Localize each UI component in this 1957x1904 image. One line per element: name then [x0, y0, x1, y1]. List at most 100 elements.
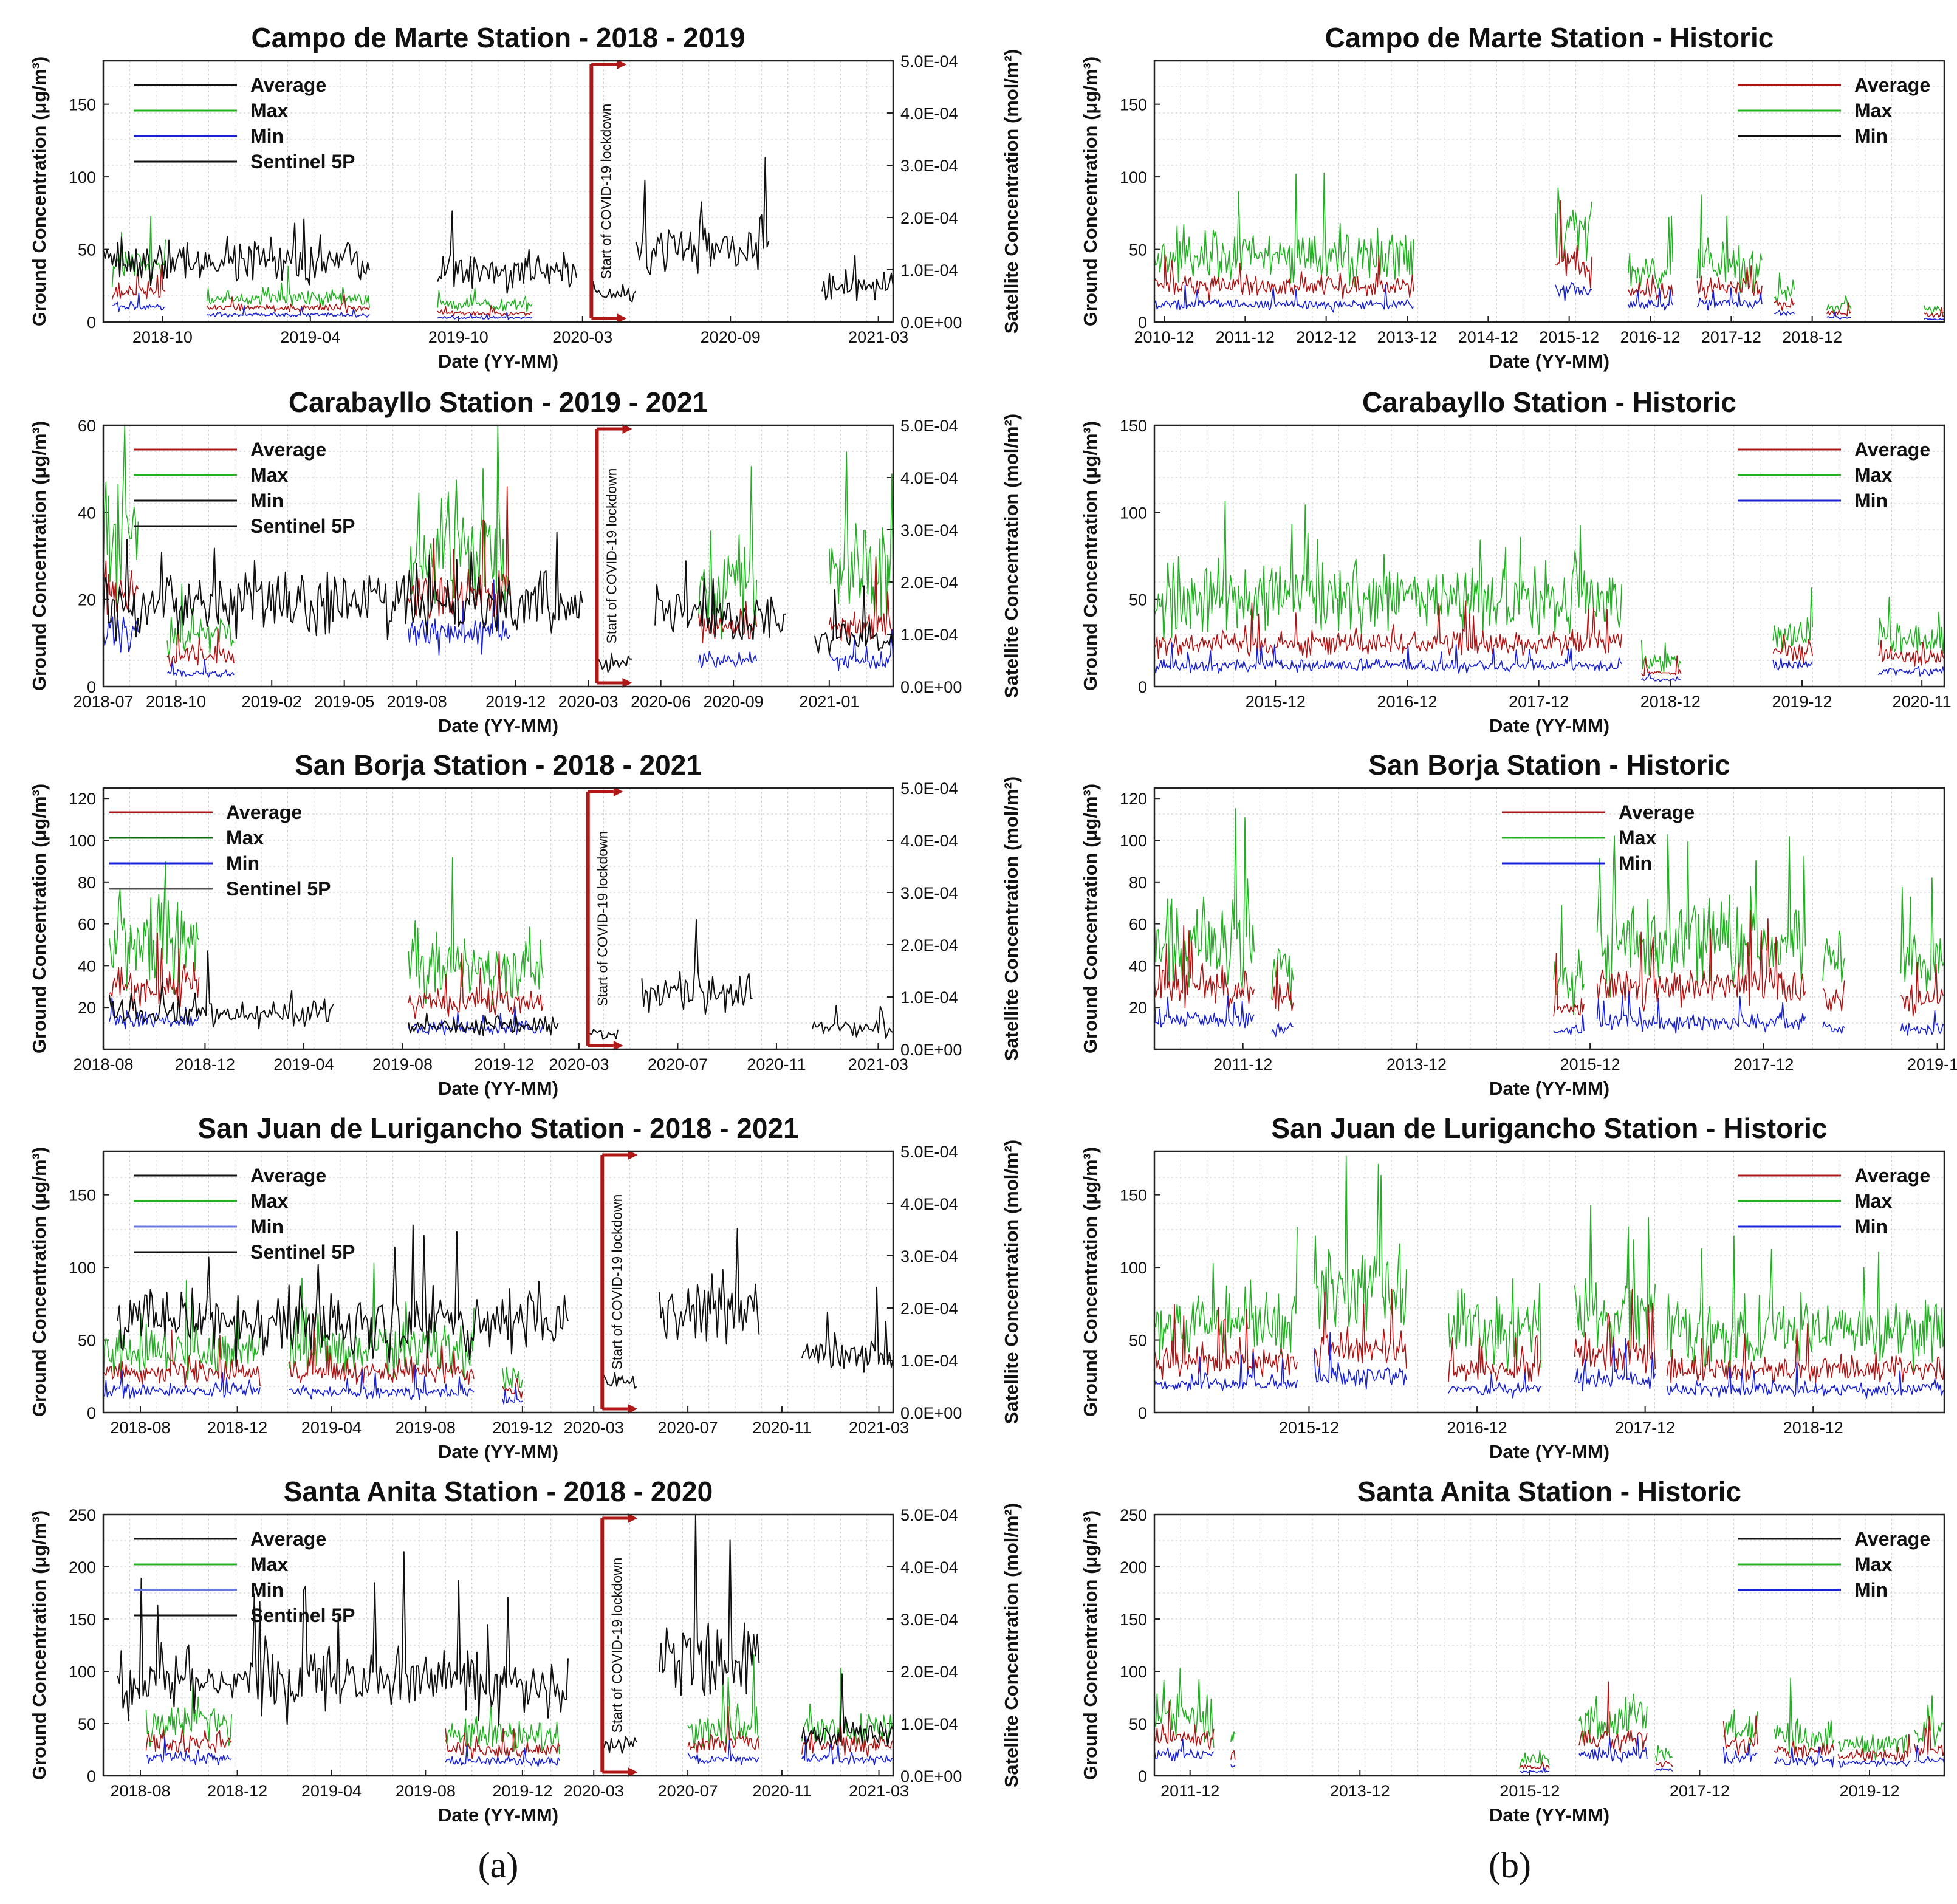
y-tick-label: 120: [1120, 790, 1147, 808]
x-tick-label: 2013-12: [1377, 328, 1437, 346]
series-line: [1666, 1323, 1945, 1383]
series-line: [1553, 905, 1585, 1016]
y2-tick-label: 5.0E-04: [900, 52, 958, 70]
series-line: [1154, 925, 1255, 1009]
y2-axis-label: Satellite Concentration (mol/m²): [1001, 1140, 1022, 1424]
series-line: [1154, 600, 1622, 659]
series-line: [1826, 311, 1852, 320]
lockdown-label: Start of COVID-19 lockdown: [609, 1558, 625, 1733]
x-tick-label: 2017-12: [1670, 1782, 1730, 1800]
x-tick-label: 2015-12: [1499, 1782, 1560, 1800]
y-tick-label: 20: [78, 999, 96, 1017]
series-line: [1772, 657, 1814, 671]
x-tick-label: 2018-12: [207, 1419, 267, 1437]
series-line: [1914, 1745, 1945, 1764]
y2-tick-label: 3.0E-04: [900, 157, 958, 175]
x-tick-label: 2020-11: [752, 1782, 811, 1800]
y-tick-label: 50: [78, 1332, 96, 1350]
x-axis-label: Date (YY-MM): [1489, 1804, 1609, 1826]
series-line: [1154, 284, 1414, 313]
y2-tick-label: 0.0E+00: [900, 313, 962, 332]
series-line: [1826, 302, 1852, 317]
x-tick-label: 2021-03: [848, 1055, 908, 1074]
chart-title: Santa Anita Station - 2018 - 2020: [284, 1476, 713, 1507]
series-line: [1774, 1746, 1835, 1768]
lockdown-bottom-arrowhead: [628, 1767, 638, 1777]
series-line: [1448, 1278, 1541, 1372]
y2-tick-label: 1.0E-04: [900, 261, 958, 279]
plot-frame: [1153, 60, 1945, 323]
y-tick-label: 150: [1120, 1611, 1147, 1629]
plot-frame: [102, 787, 894, 1050]
legend-label: Min: [1854, 1216, 1888, 1238]
y2-tick-label: 3.0E-04: [900, 1611, 958, 1629]
series-line: [109, 933, 200, 1012]
x-tick-label: 2018-10: [132, 328, 193, 346]
y-tick-label: 50: [1129, 591, 1147, 609]
y2-tick-label: 3.0E-04: [900, 521, 958, 539]
x-tick-label: 2020-09: [704, 693, 764, 711]
series-average: [1154, 200, 1945, 318]
x-tick-label: 2018-08: [110, 1782, 170, 1800]
legend-label: Average: [250, 74, 326, 96]
y2-tick-label: 1.0E-04: [900, 1715, 958, 1733]
x-tick-label: 2020-11: [752, 1419, 811, 1437]
y-tick-label: 0: [87, 1767, 96, 1786]
legend-label: Min: [250, 125, 284, 147]
series-line: [103, 1279, 261, 1387]
series-line: [112, 292, 166, 312]
y2-tick-label: 3.0E-04: [900, 884, 958, 902]
y-tick-label: 40: [78, 957, 96, 975]
x-tick-label: 2019-04: [273, 1055, 334, 1074]
series-line: [1555, 282, 1592, 302]
legend-label: Max: [1854, 1553, 1892, 1575]
x-axis-label: Date (YY-MM): [438, 1804, 558, 1826]
series-line: [1596, 834, 1806, 998]
y-tick-label: 100: [1120, 1663, 1147, 1681]
lockdown-top-arrowhead: [617, 60, 627, 69]
plot-frame: [1153, 1513, 1945, 1777]
series-line: [437, 304, 533, 317]
grid: [1154, 61, 1944, 322]
series-line: [1628, 215, 1674, 289]
y-tick-label: 40: [1129, 957, 1147, 975]
legend-label: Average: [1854, 74, 1930, 96]
y-tick-label: 0: [1138, 1404, 1147, 1422]
series-line: [1772, 634, 1814, 664]
chart-panel-7: San Juan de Lurigancho Station - 2018 - …: [29, 1112, 1022, 1462]
series-line: [1271, 1022, 1294, 1038]
grid: [103, 1515, 893, 1776]
series-line: [103, 531, 583, 642]
y-tick-label: 150: [69, 1187, 96, 1205]
y-tick-label: 40: [78, 504, 96, 522]
grid: [1154, 1515, 1944, 1776]
x-tick-label: 2011-12: [1216, 328, 1275, 346]
x-tick-label: 2017-12: [1701, 328, 1761, 346]
series-sentinel-5p: [117, 1514, 894, 1754]
series-average: [111, 264, 533, 317]
series-line: [437, 287, 533, 313]
plot-frame: [1153, 424, 1945, 688]
lockdown-label: Start of COVID-19 lockdown: [604, 468, 620, 644]
y2-tick-label: 0.0E+00: [900, 678, 962, 696]
x-tick-label: 2019-12: [1907, 1055, 1957, 1074]
lockdown-bottom-arrowhead: [622, 678, 632, 688]
series-min: [145, 1735, 894, 1767]
y-tick-label: 200: [69, 1558, 96, 1577]
series-line: [207, 305, 370, 318]
y2-tick-label: 4.0E-04: [900, 832, 958, 850]
series-line: [1655, 1767, 1673, 1772]
series-line: [206, 265, 370, 308]
series-average: [109, 933, 544, 1019]
legend-label: Max: [250, 1553, 288, 1575]
series-line: [1154, 808, 1255, 989]
series-line: [1574, 1338, 1656, 1391]
legend-label: Average: [1619, 801, 1695, 823]
x-tick-label: 2018-12: [1640, 693, 1701, 711]
x-tick-label: 2018-07: [73, 693, 133, 711]
series-line: [1578, 1681, 1648, 1753]
chart-panel-3: Carabayllo Station - 2019 - 2021 0 20 40 60 0…: [29, 386, 1022, 736]
legend-label: Average: [250, 1165, 326, 1187]
series-line: [1154, 1352, 1298, 1391]
x-tick-label: 2018-08: [110, 1419, 170, 1437]
